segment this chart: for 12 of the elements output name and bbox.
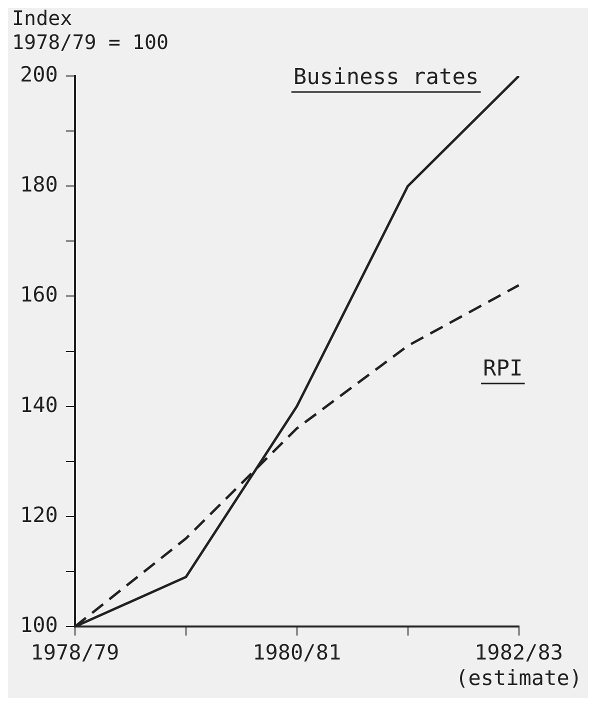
x-tick-label: 1978/79 xyxy=(30,640,120,665)
y-tick-label: 180 xyxy=(20,172,58,197)
y-tick-label: 160 xyxy=(20,282,58,307)
series-label: Business rates xyxy=(293,65,479,90)
y-axis-title: Index 1978/79 = 100 xyxy=(12,6,169,54)
y-tick-label: 120 xyxy=(20,502,58,527)
text: RPI xyxy=(483,356,523,382)
y-tick-label: 100 xyxy=(20,613,58,638)
x-tick-label: 1980/81 xyxy=(252,640,342,665)
x-tick-label: 1982/83 (estimate) xyxy=(456,640,582,690)
y-tick-label: 140 xyxy=(20,392,58,417)
y-tick-label: 200 xyxy=(20,62,58,86)
